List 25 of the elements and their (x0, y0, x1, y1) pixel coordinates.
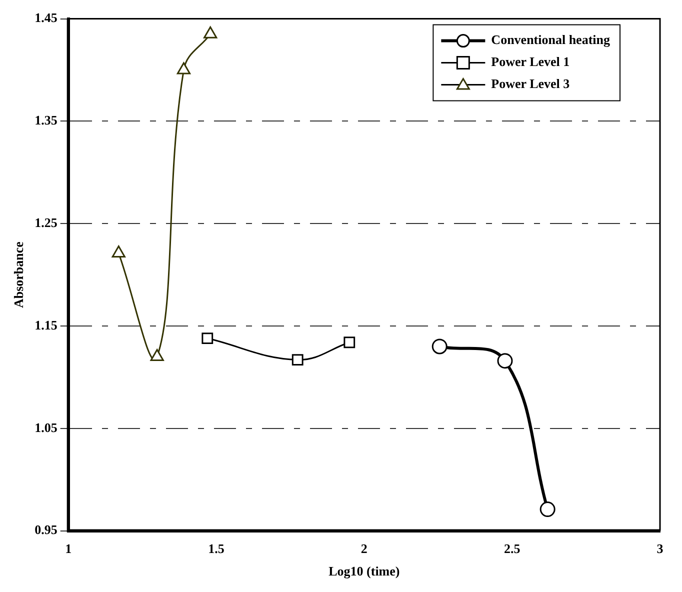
point (540, 502, 556, 518)
legend-label: Power Level 1 (491, 54, 570, 70)
y-tick-label: 1.05 (34, 420, 58, 435)
x-tick-label: 1 (65, 540, 72, 556)
y-tick-label: 1.45 (34, 10, 58, 26)
x-tick-label: 1.5 (208, 540, 225, 556)
point (112, 246, 126, 258)
point (176, 62, 191, 74)
legend-label: Power Level 3 (491, 76, 570, 92)
x-tick-label: 2.5 (504, 540, 521, 556)
x-axis-title: Log10 (time) (328, 564, 400, 579)
y-tick-label: 1.25 (34, 214, 58, 230)
point (432, 338, 448, 354)
y-axis-title: Absorbance (11, 241, 26, 308)
y-tick-label: 0.95 (34, 522, 58, 538)
point (202, 332, 214, 344)
x-tick-label: 3 (656, 540, 664, 556)
legend-label: Conventional heating (491, 32, 610, 48)
point (292, 354, 304, 366)
point (497, 353, 513, 369)
y-tick-label: 1.15 (34, 317, 58, 332)
point (344, 336, 356, 348)
y-tick-label: 1.35 (34, 112, 58, 128)
x-tick-label: 2 (360, 540, 368, 556)
point (204, 26, 218, 38)
